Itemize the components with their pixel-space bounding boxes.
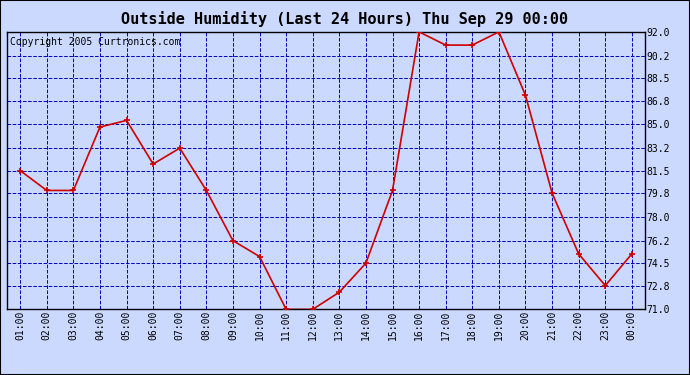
Text: Outside Humidity (Last 24 Hours) Thu Sep 29 00:00: Outside Humidity (Last 24 Hours) Thu Sep… bbox=[121, 11, 569, 27]
Text: Copyright 2005 Curtronics.com: Copyright 2005 Curtronics.com bbox=[10, 38, 181, 47]
